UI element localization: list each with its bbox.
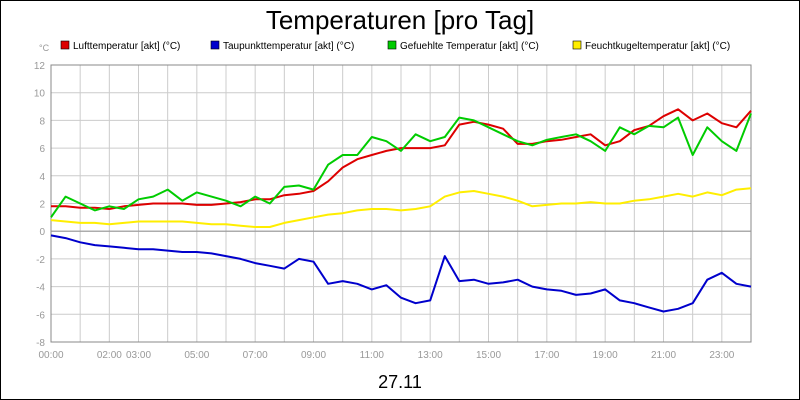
y-tick-label: 8 (39, 116, 45, 127)
x-tick-label: 21:00 (651, 350, 676, 361)
x-tick-label: 00:00 (38, 350, 63, 361)
x-tick-label: 15:00 (476, 350, 501, 361)
plot-area (50, 64, 752, 343)
y-tick-label: 0 (39, 227, 45, 238)
y-tick-label: -6 (36, 310, 45, 321)
series-line-1 (50, 234, 752, 313)
legend-label: Gefuehlte Temperatur [akt] (°C) (400, 41, 539, 52)
x-axis: 00:00 02:00 03:00 05:00 07:00 09:00 11:00 13:00… (38, 350, 734, 361)
y-tick-label: 2 (39, 200, 45, 211)
chart-title: Temperaturen [pro Tag] (266, 5, 534, 35)
x-tick-label: 05:00 (184, 350, 209, 361)
legend-swatch (60, 40, 70, 50)
x-tick-label: 03:00 (126, 350, 151, 361)
y-tick-label: 10 (34, 89, 46, 100)
y-tick-label: 12 (34, 61, 46, 72)
legend-swatch (210, 40, 220, 50)
series-line-0 (51, 108, 752, 210)
x-tick-label: 19:00 (593, 350, 618, 361)
x-tick-label: 02:00 (97, 350, 122, 361)
y-axis: -8 -6 -4 -2 0 2 4 6 8 10 12 (34, 61, 46, 349)
date-label: 27.11 (378, 372, 422, 392)
y-tick-label: -2 (36, 255, 45, 266)
series-line-2 (50, 113, 752, 218)
x-tick-label: 11:00 (360, 350, 385, 361)
y-tick-label: 4 (39, 172, 45, 183)
legend-swatch (572, 40, 582, 50)
series-group (50, 108, 752, 313)
series-line-3 (50, 187, 752, 228)
y-tick-label: 6 (39, 144, 45, 155)
legend-label: Feuchtkugeltemperatur [akt] (°C) (585, 41, 730, 52)
y-tick-label: -8 (36, 338, 45, 349)
y-unit-label: °C (39, 43, 50, 53)
legend-label: Lufttemperatur [akt] (°C) (73, 41, 180, 52)
legend: Lufttemperatur [akt] (°C) Taupunkttempera… (60, 40, 730, 52)
legend-label: Taupunkttemperatur [akt] (°C) (223, 41, 354, 52)
x-tick-label: 17:00 (534, 350, 559, 361)
y-tick-label: -4 (36, 283, 45, 294)
x-tick-label: 13:00 (418, 350, 443, 361)
legend-swatch (387, 40, 397, 50)
x-tick-label: 23:00 (709, 350, 734, 361)
x-tick-label: 09:00 (301, 350, 326, 361)
x-tick-label: 07:00 (243, 350, 268, 361)
